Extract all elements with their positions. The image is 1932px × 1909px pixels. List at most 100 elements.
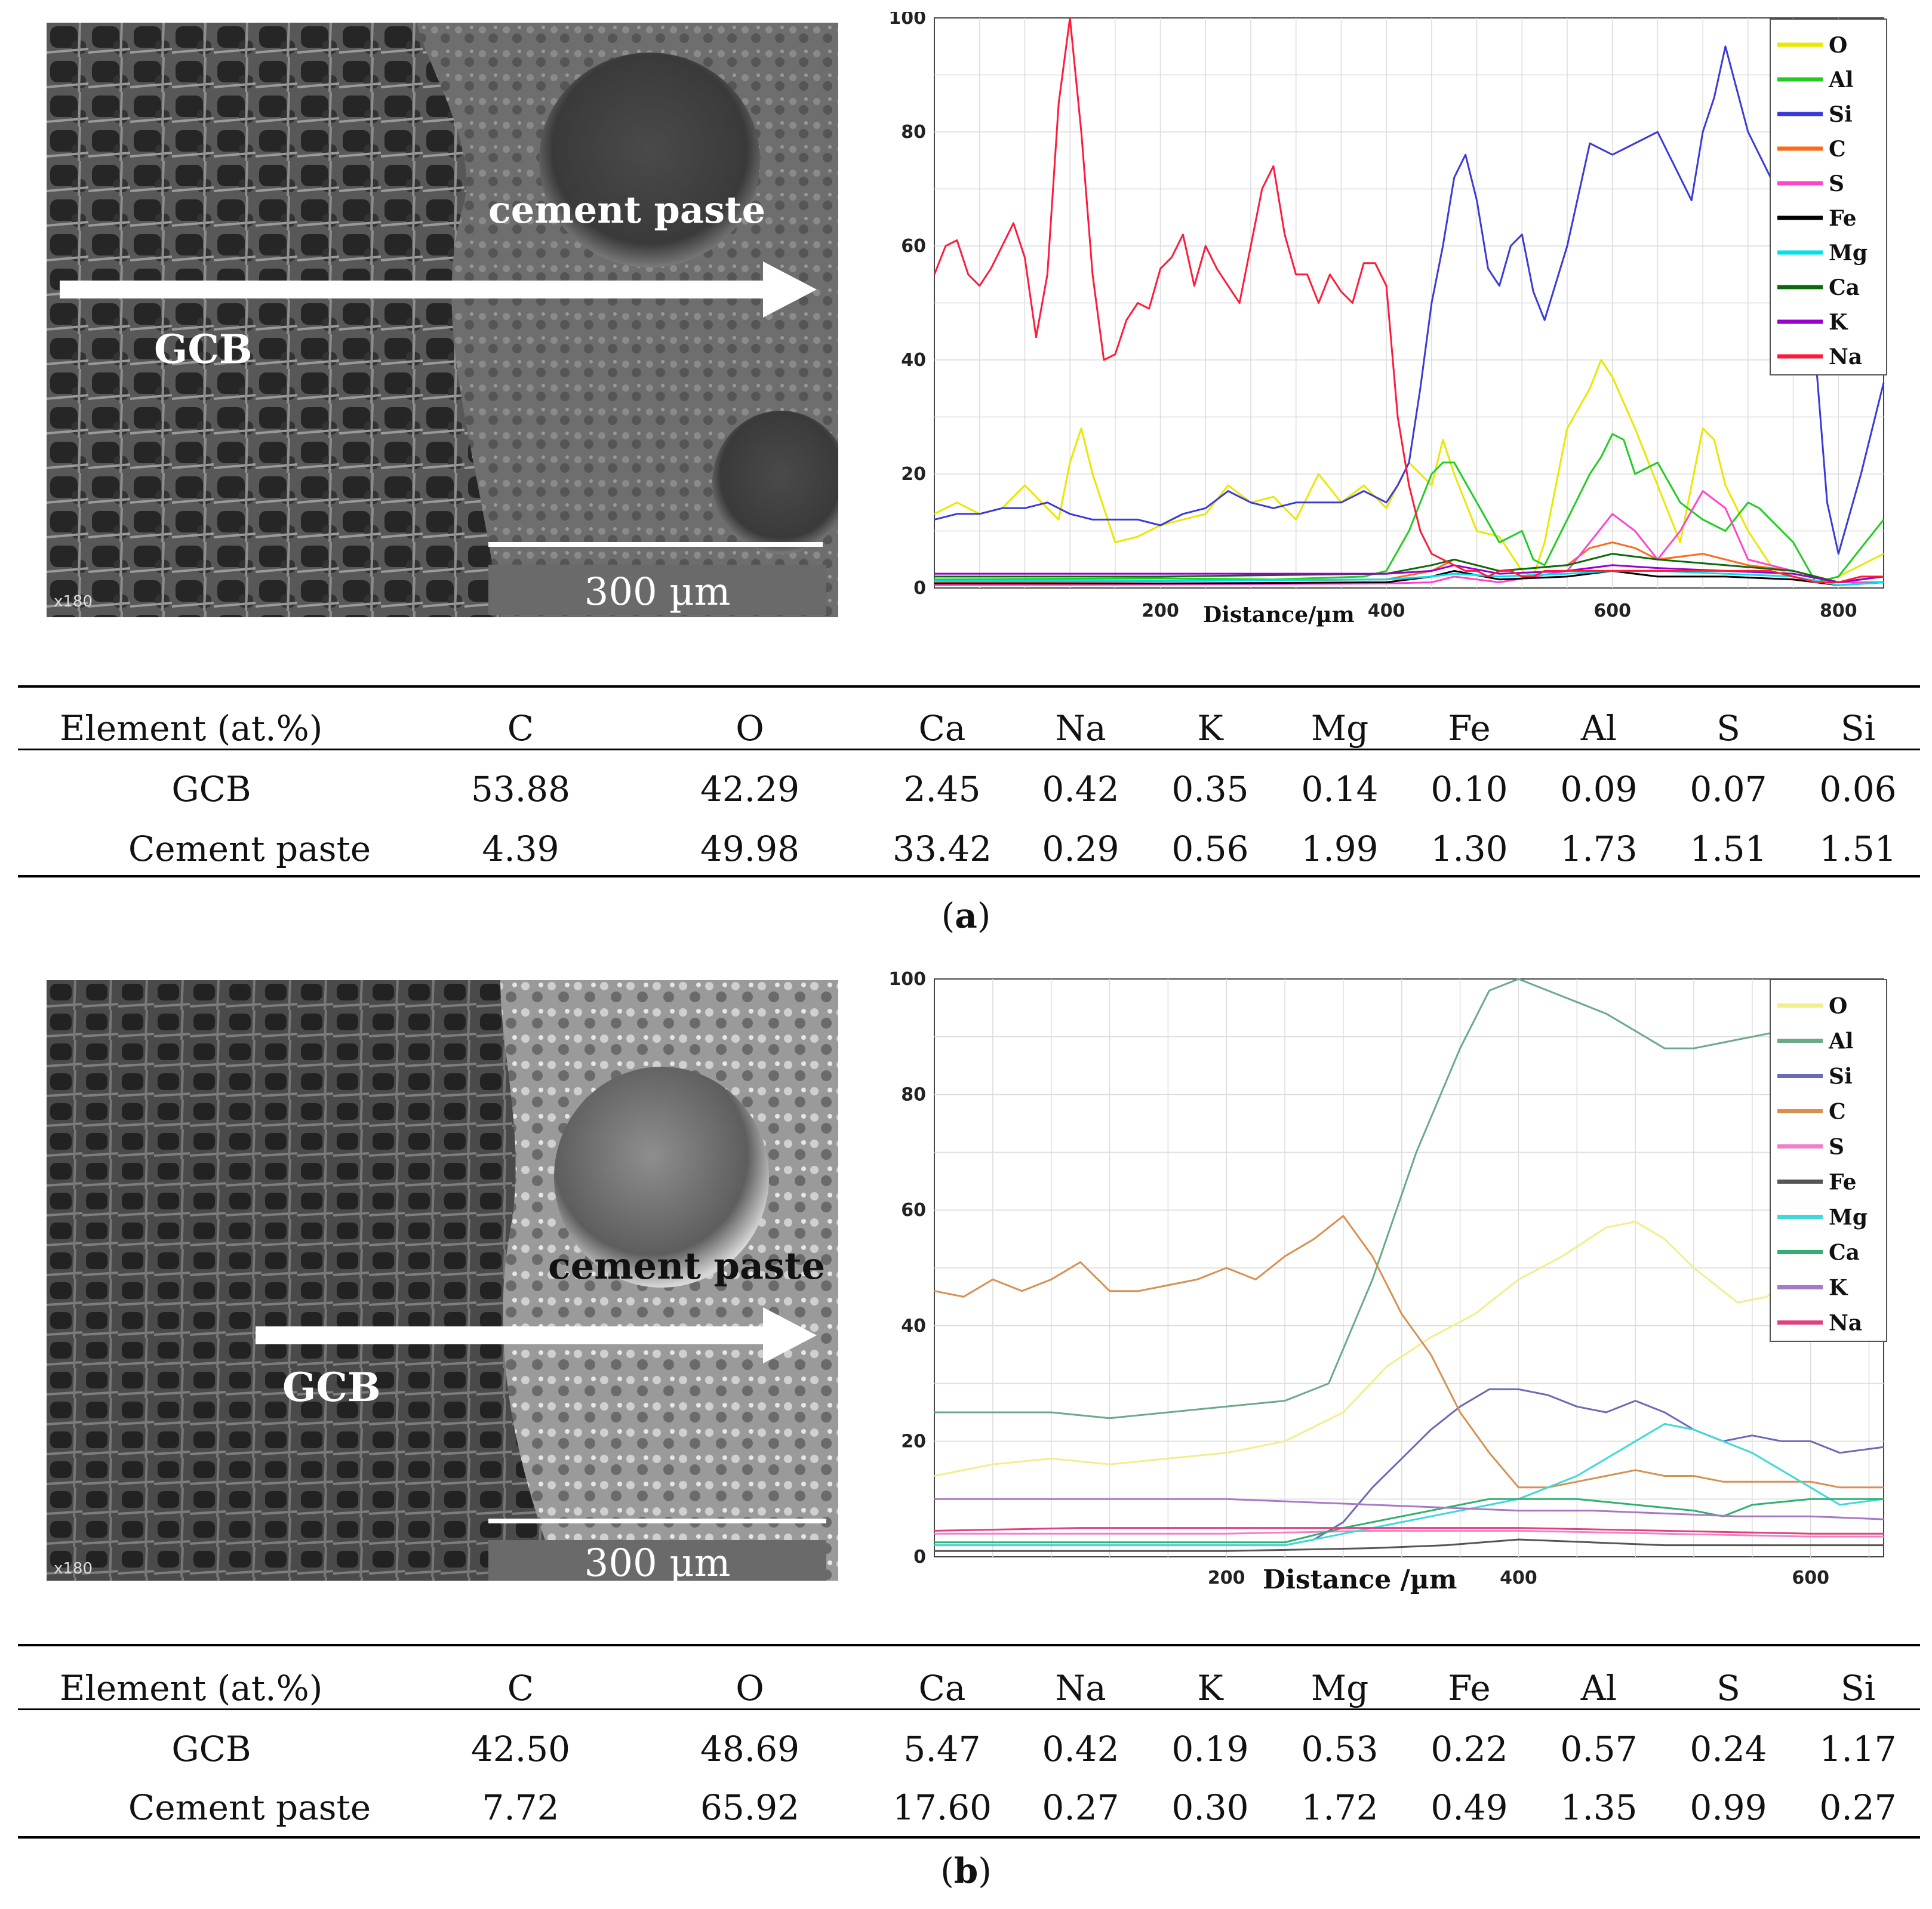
series-line-si [934, 45, 1885, 555]
table-cell: 53.88 [470, 769, 571, 809]
table-cell: 0.49 [1430, 1787, 1508, 1828]
legend-label-al: Al [1828, 67, 1854, 93]
legend-label-mg: Mg [1829, 241, 1868, 266]
legend-label-k: K [1829, 310, 1848, 335]
table-col-header: K [1197, 1668, 1223, 1708]
series-line-na [934, 1527, 1884, 1535]
y-tick-label: 60 [901, 236, 926, 257]
table-cell: 0.06 [1819, 769, 1897, 809]
series-line-k [934, 1498, 1884, 1520]
x-tick-label: 400 [1500, 1568, 1537, 1588]
table-cell: 4.39 [482, 829, 559, 869]
y-tick-label: 40 [901, 350, 926, 371]
table-cell: 0.56 [1171, 829, 1249, 869]
series-line-fe [934, 1538, 1884, 1552]
table-col-header: Al [1580, 1668, 1617, 1708]
table-col-header: Fe [1448, 1668, 1491, 1708]
x-tick-label: 800 [1820, 601, 1857, 621]
y-tick-label: 100 [888, 12, 926, 29]
table-cell: 1.72 [1301, 1787, 1379, 1828]
table-cell: 0.42 [1042, 1729, 1119, 1769]
table-cell: 1.30 [1430, 829, 1508, 869]
table-col-header: S [1716, 708, 1740, 749]
table-cell: 0.57 [1560, 1729, 1638, 1769]
table-col-header: Ca [918, 708, 966, 749]
line-scan-chart-b: 0 20 40 60 80 100 200 400 600 Distance /µm O Al Si C S… [872, 969, 1899, 1597]
x-tick-label: 600 [1593, 601, 1631, 621]
y-tick-label: 20 [901, 1431, 926, 1452]
table-cell: 2.45 [903, 769, 981, 809]
legend-label-mg: Mg [1829, 1205, 1868, 1230]
table-cell: 0.53 [1301, 1729, 1379, 1769]
caption-b: (b) [940, 1851, 992, 1891]
table-col-header: Mg [1310, 708, 1369, 749]
y-tick-label: 0 [913, 1547, 926, 1568]
table-col-header: Si [1840, 1668, 1876, 1708]
table-col-header: Al [1580, 708, 1617, 749]
y-tick-label: 0 [913, 578, 926, 599]
table-cell: 0.24 [1690, 1729, 1767, 1769]
x-axis-label: Distance/µm [1203, 602, 1355, 627]
scale-bar-b [488, 1519, 826, 1523]
caption-a: (a) [941, 895, 991, 936]
table-row-label: GCB [171, 769, 251, 809]
x-tick-label: 200 [1142, 601, 1179, 621]
table-row-label: GCB [171, 1729, 251, 1769]
table-col-header: Fe [1448, 708, 1491, 749]
table-col-header: Si [1840, 708, 1876, 749]
table-cell: 0.42 [1042, 769, 1119, 809]
scale-bar-label-a: 300 µm [584, 570, 731, 614]
table-cell: 5.47 [903, 1729, 981, 1769]
series-line-c [934, 1215, 1884, 1489]
chart-grid [934, 18, 1884, 588]
element-table-b: Element (at.%) C O Ca Na K Mg Fe Al S Si GCB 42.50 4… [18, 1644, 1920, 1839]
chart-svg-a: 0 20 40 60 80 100 200 400 600 800 Distance/µm O Al Si… [888, 8, 1887, 627]
legend-label-na: Na [1829, 1311, 1862, 1336]
legend-label-si: Si [1829, 102, 1853, 127]
scale-bar-label-b: 300 µm [584, 1541, 731, 1581]
legend-label-si: Si [1829, 1064, 1853, 1089]
x-axis-label: Distance /µm [1263, 1565, 1457, 1595]
table-cell: 48.69 [700, 1729, 800, 1769]
table-cell: 7.72 [482, 1787, 559, 1828]
sem-image-b: GCB cement paste 300 µm x180 [47, 980, 838, 1581]
sem-image-a: GCB cement paste 300 µm x180 [47, 23, 838, 617]
table-cell: 0.09 [1560, 769, 1638, 809]
table-col-header: Na [1055, 708, 1106, 749]
x-tick-label: 200 [1208, 1568, 1245, 1588]
table-cell: 0.99 [1690, 1787, 1767, 1828]
table-cell: 0.14 [1301, 769, 1379, 809]
legend-label-ca: Ca [1829, 1240, 1860, 1266]
table-cell: 42.29 [700, 769, 800, 809]
magnification-label-b: x180 [54, 1560, 93, 1578]
table-col-header: O [736, 708, 764, 749]
table-cell: 0.30 [1171, 1787, 1249, 1828]
series-line-o [934, 359, 1884, 583]
table-cell: 0.29 [1042, 829, 1119, 869]
table-col-header: K [1197, 708, 1223, 749]
table-col-header: Mg [1310, 1668, 1369, 1708]
sem-label-gcb-a: GCB [154, 326, 253, 372]
table-cell: 33.42 [892, 829, 992, 869]
series-line-c [934, 541, 1884, 583]
legend-label-c: C [1829, 137, 1846, 162]
series-line-na [933, 17, 1884, 583]
sem-micrograph-a: GCB cement paste 300 µm x180 [47, 23, 838, 617]
x-tick-label: 400 [1368, 601, 1405, 621]
table-cell: 1.73 [1560, 829, 1638, 869]
table-col-header: Na [1055, 1668, 1106, 1708]
line-scan-arrow-b [256, 1326, 775, 1344]
caption-label-a: a [955, 895, 977, 936]
series-line-s [934, 1529, 1884, 1538]
table-col-header: C [507, 1668, 534, 1708]
legend-label-fe: Fe [1829, 206, 1857, 231]
table-col-header: O [736, 1668, 764, 1708]
series-line-mg [934, 1422, 1884, 1547]
series-line-al [934, 978, 1782, 1420]
sem-micrograph-b: GCB cement paste 300 µm x180 [47, 980, 838, 1581]
line-scan-chart-a: 0 20 40 60 80 100 200 400 600 800 Distance/µm O Al Si… [872, 8, 1899, 633]
legend-label-o: O [1829, 33, 1847, 58]
table-cell: 1.17 [1819, 1729, 1897, 1769]
legend-label-k: K [1829, 1276, 1848, 1301]
table-cell: 1.51 [1819, 829, 1897, 869]
